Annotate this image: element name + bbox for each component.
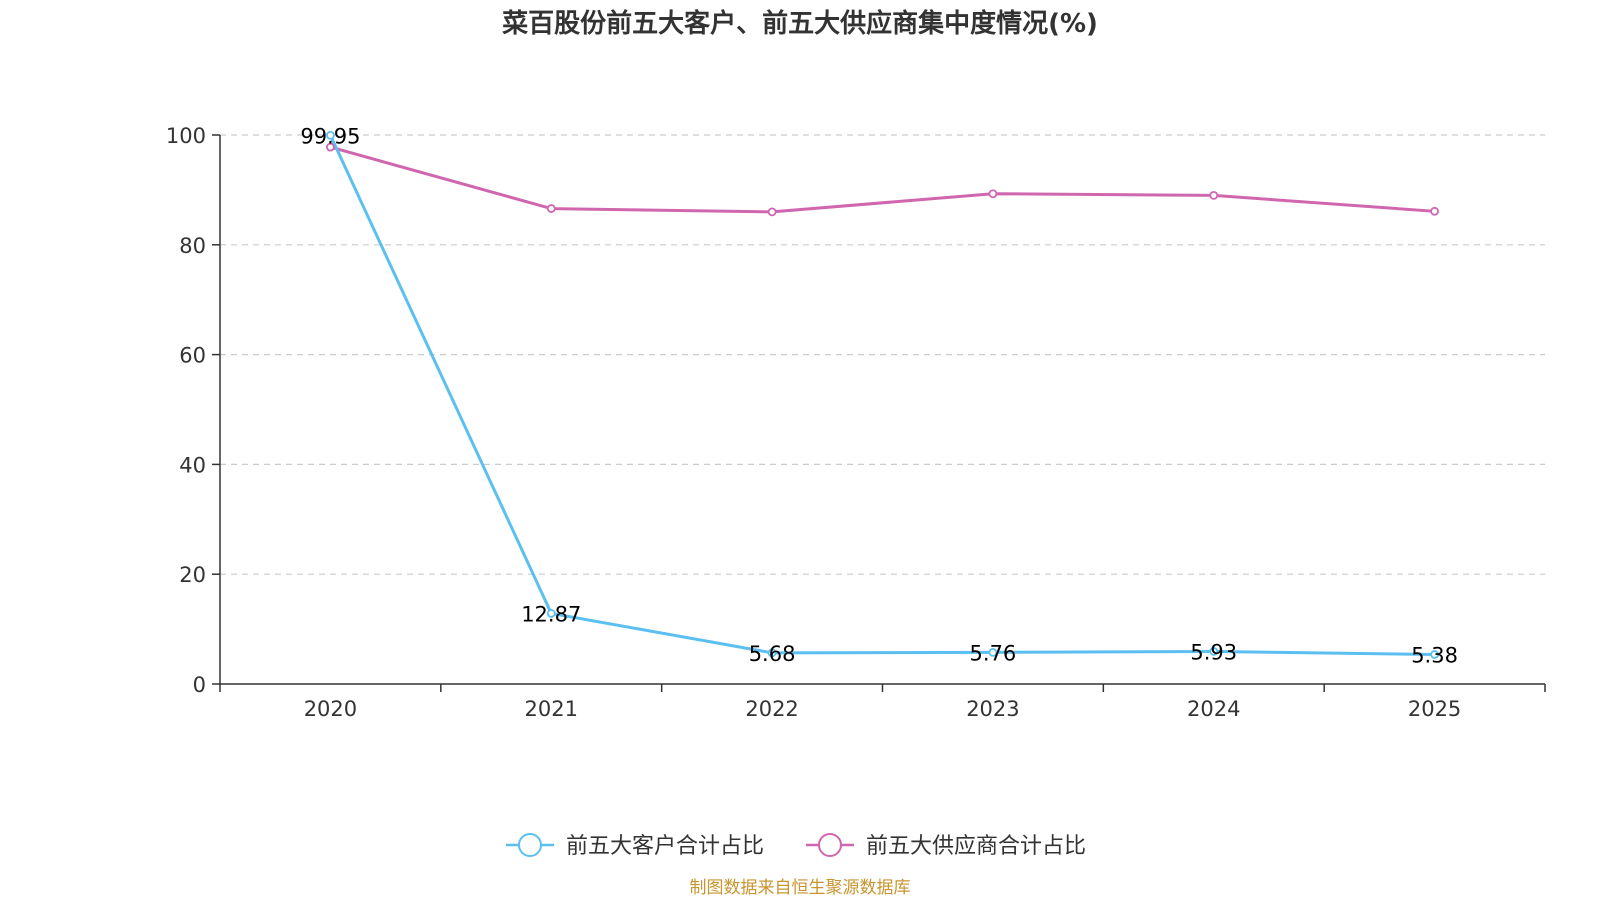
data-point-0-2020: [326, 130, 335, 140]
data-point-1-2023: [988, 189, 998, 199]
data-point-0-2025: [1430, 650, 1439, 659]
x-tick-label-2021: 2021: [525, 697, 578, 721]
y-tick-label: 0: [193, 673, 206, 697]
legend-label-1: 前五大供应商合计占比: [866, 834, 1086, 859]
legend-marker-1: [818, 833, 842, 857]
data-point-0-2022: [767, 648, 777, 658]
data-point-1-2022: [767, 207, 777, 217]
data-point-1-2021: [546, 204, 556, 213]
y-tick-label: 40: [179, 453, 206, 477]
series-line-0: [329, 134, 1435, 656]
data-label-2022: 5.68: [749, 642, 796, 666]
legend: 前五大客户合计占比 前五大供应商合计占比: [506, 833, 1086, 859]
data-point-0-2023: [988, 647, 998, 657]
x-tick-label-2020: 2020: [304, 697, 357, 721]
data-label-2025: 5.38: [1411, 643, 1458, 667]
axes: 0 20 40 60 80 100 2020 2021 2022 2023 2024 2025: [166, 124, 1546, 721]
data-point-0-2024: [1209, 647, 1219, 656]
y-tick-label: 100: [166, 124, 206, 148]
source-note: 制图数据来自恒生聚源数据库: [690, 878, 911, 898]
gridlines: [220, 134, 1545, 575]
data-label-2021: 12.87: [521, 602, 581, 626]
data-point-0-2021: [546, 608, 556, 618]
data-point-1-2024: [1209, 190, 1219, 200]
x-tick-label-2024: 2024: [1187, 697, 1240, 721]
data-label-2023: 5.76: [970, 641, 1017, 665]
data-point-1-2020: [326, 142, 335, 152]
y-tick-label: 20: [179, 563, 206, 587]
chart-title: 菜百股份前五大客户、前五大供应商集中度情况(%): [501, 8, 1098, 39]
legend-marker-0: [518, 833, 542, 857]
data-point-1-2025: [1430, 206, 1439, 216]
legend-label-0: 前五大客户合计占比: [566, 834, 764, 859]
x-tick-label-2023: 2023: [966, 697, 1019, 721]
series-line-1: [330, 145, 1435, 214]
y-tick-label: 60: [179, 344, 206, 368]
x-tick-label-2025: 2025: [1408, 697, 1461, 721]
data-labels: 99.95 12.87 5.68 5.76 5.93 5.38: [300, 124, 1458, 667]
x-tick-label-2022: 2022: [745, 697, 798, 721]
data-label-2024: 5.93: [1190, 640, 1237, 664]
y-tick-label: 80: [179, 234, 206, 258]
series-group: [326, 130, 1439, 659]
data-label-2020: 99.95: [300, 124, 360, 148]
